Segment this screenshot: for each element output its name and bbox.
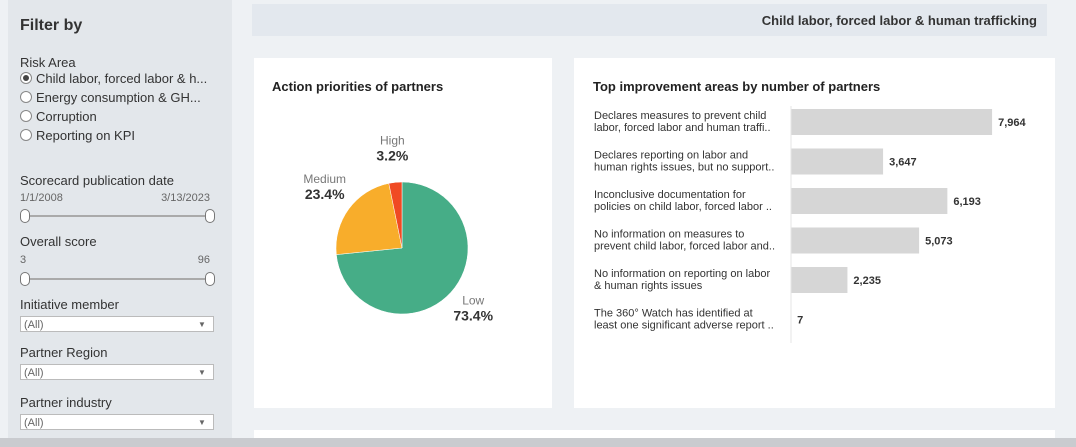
header-title: Child labor, forced labor & human traffi… — [761, 13, 1037, 28]
option-label: Corruption — [36, 109, 97, 124]
chart-title: Top improvement areas by number of partn… — [593, 79, 880, 94]
bar-category: prevent child labor, forced labor and.. — [594, 241, 775, 253]
bar-chart: Top improvement areas by number of partn… — [593, 79, 1027, 343]
sidebar-title: Filter by — [20, 17, 83, 34]
option-label: Energy consumption & GH... — [36, 90, 201, 105]
bar-value-label: 7,964 — [998, 117, 1026, 129]
pie-slice — [335, 183, 403, 255]
bar — [791, 227, 920, 254]
bar-category: labor, forced labor and human traffi.. — [594, 122, 771, 134]
slider-track — [24, 215, 212, 217]
slice-value-label: 23.4% — [305, 186, 345, 202]
bar-category: The 360° Watch has identified at — [594, 308, 753, 320]
bar — [791, 267, 848, 293]
bottom-bar — [0, 438, 1076, 447]
bar — [791, 148, 884, 175]
slider-handle[interactable] — [205, 209, 215, 223]
radio-option[interactable]: Reporting on KPI — [20, 128, 135, 143]
filter-sidebar: Filter by Risk Area Scorecard publicatio… — [8, 0, 232, 440]
slice-value-label: 3.2% — [376, 147, 408, 163]
chart-title: Action priorities of partners — [272, 79, 443, 94]
range-max: 96 — [197, 254, 210, 266]
slice-category: Low — [462, 293, 484, 307]
slice-value-label: 73.4% — [453, 307, 493, 323]
slider-handle[interactable] — [20, 209, 30, 223]
pie-slice — [388, 181, 403, 249]
radio-option[interactable]: Child labor, forced labor & h... — [20, 71, 207, 86]
bar — [791, 188, 948, 214]
filter-label: Overall score — [20, 234, 97, 249]
radio-button[interactable] — [20, 110, 32, 122]
bar-value-label: 6,193 — [953, 196, 981, 208]
option-label: Child labor, forced labor & h... — [36, 71, 208, 86]
header-bar: Child labor, forced labor & human traffi… — [252, 4, 1047, 36]
bar-card: Top improvement areas by number of partn… — [574, 58, 1055, 408]
slider-track — [24, 278, 212, 280]
bar-category: Declares measures to prevent child — [594, 110, 766, 122]
bar-category: No information on measures to — [594, 229, 744, 241]
bar-category: & human rights issues — [594, 280, 703, 292]
dropdown-arrow: ▼ — [198, 418, 206, 427]
dropdown[interactable]: (All) — [20, 316, 214, 332]
bar-value-label: 2,235 — [853, 275, 881, 287]
bar-value-label: 5,073 — [925, 236, 953, 248]
radio-option[interactable]: Corruption — [20, 109, 97, 124]
slider-handle[interactable] — [20, 272, 30, 286]
option-label: Reporting on KPI — [36, 128, 136, 143]
bar-category: No information on reporting on labor — [594, 268, 770, 280]
bar-category: human rights issues, but no support.. — [594, 162, 774, 174]
bar-category: Inconclusive documentation for — [594, 189, 746, 201]
radio-option[interactable]: Energy consumption & GH... — [20, 90, 201, 105]
bar-value-label: 7 — [797, 315, 803, 327]
radio-button[interactable] — [20, 129, 32, 141]
lower-card — [254, 430, 1055, 440]
slice-category: Medium — [303, 172, 346, 186]
dropdown-arrow: ▼ — [198, 368, 206, 377]
filter-label: Initiative member — [20, 297, 119, 312]
dropdown[interactable]: (All) — [20, 364, 214, 380]
filter-label: Scorecard publication date — [20, 173, 174, 188]
filter-label: Partner industry — [20, 395, 112, 410]
range-min: 3 — [20, 254, 27, 266]
slice-category: High — [380, 133, 405, 147]
filter-label: Risk Area — [20, 55, 76, 70]
bar — [791, 109, 993, 135]
dropdown-arrow: ▼ — [198, 320, 206, 329]
filter-label: Partner Region — [20, 345, 108, 360]
range-min: 1/1/2008 — [20, 192, 63, 204]
bar-category: least one significant adverse report .. — [594, 320, 774, 332]
radio-button[interactable] — [20, 72, 32, 84]
dropdown[interactable]: (All) — [20, 414, 214, 430]
bar-category: policies on child labor, forced labor .. — [594, 201, 772, 213]
bar-category: Declares reporting on labor and — [594, 150, 748, 162]
bar-value-label: 3,647 — [889, 157, 917, 169]
range-max: 3/13/2023 — [161, 192, 210, 204]
slider-handle[interactable] — [205, 272, 215, 286]
pie-card: Action priorities of partners Low 73.4% Med… — [254, 58, 552, 408]
radio-button[interactable] — [20, 91, 32, 103]
